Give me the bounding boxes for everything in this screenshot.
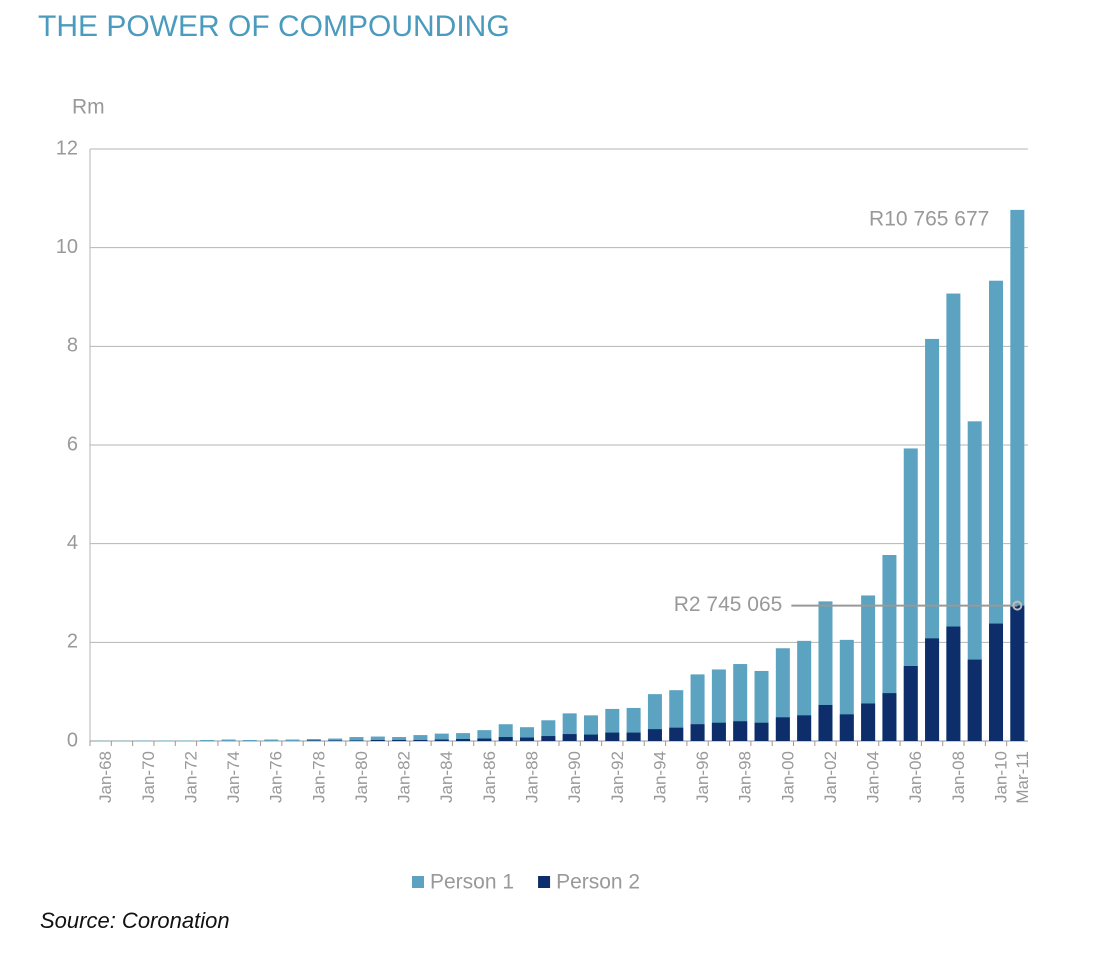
x-tick-label: Jan-94 xyxy=(650,751,669,803)
legend-label: Person 2 xyxy=(556,871,640,894)
bar xyxy=(541,736,556,741)
x-tick-label: Jan-84 xyxy=(437,751,456,803)
bar xyxy=(690,724,705,741)
bar xyxy=(370,736,385,741)
x-tick-label: Jan-70 xyxy=(139,751,158,803)
x-tick-label: Mar-11 xyxy=(1013,751,1032,804)
bar xyxy=(221,739,236,741)
bar xyxy=(839,714,854,741)
x-tick-label: Jan-06 xyxy=(906,751,925,803)
x-tick-label: Jan-10 xyxy=(992,751,1011,803)
bar xyxy=(775,717,790,741)
x-tick-label: Jan-88 xyxy=(523,751,542,803)
bar xyxy=(413,740,428,741)
bar xyxy=(626,732,641,741)
bar xyxy=(349,737,364,741)
bar xyxy=(456,733,471,741)
bar xyxy=(946,626,961,741)
legend-label: Person 1 xyxy=(430,871,514,894)
x-tick-label: Jan-80 xyxy=(352,751,371,803)
bar xyxy=(818,704,833,741)
y-tick-label: 10 xyxy=(56,236,78,258)
bar xyxy=(477,738,492,741)
bar xyxy=(264,739,279,741)
x-tick-label: Jan-76 xyxy=(267,751,286,803)
bar xyxy=(285,739,300,741)
bar xyxy=(647,729,662,741)
bar xyxy=(797,715,812,741)
legend-swatch xyxy=(412,876,424,888)
y-tick-label: 0 xyxy=(67,729,78,751)
x-tick-label: Jan-96 xyxy=(693,751,712,803)
bar xyxy=(520,727,535,741)
x-tick-label: Jan-02 xyxy=(821,751,840,803)
y-tick-label: 2 xyxy=(67,631,78,653)
bar xyxy=(562,734,577,741)
x-tick-label: Jan-92 xyxy=(608,751,627,803)
bar xyxy=(392,740,407,741)
x-tick-label: Jan-82 xyxy=(395,751,414,803)
bar xyxy=(392,737,407,741)
bar xyxy=(498,724,513,741)
y-tick-label: 4 xyxy=(67,532,78,554)
bar xyxy=(669,727,684,741)
bar xyxy=(477,730,492,741)
y-axis-label: Rm xyxy=(72,96,105,119)
bar xyxy=(925,638,940,741)
x-tick-label: Jan-08 xyxy=(949,751,968,803)
value-label: R2 745 065 xyxy=(674,593,783,616)
bar xyxy=(1010,605,1025,741)
bar xyxy=(413,735,428,741)
bar xyxy=(456,739,471,741)
bar xyxy=(882,693,897,741)
bar xyxy=(583,734,598,741)
bar xyxy=(989,623,1004,741)
bar xyxy=(306,739,321,741)
value-label: R10 765 677 xyxy=(869,207,989,230)
chart-title: THE POWER OF COMPOUNDING xyxy=(38,10,510,43)
bar xyxy=(733,721,748,741)
x-tick-label: Jan-72 xyxy=(181,751,200,803)
bar xyxy=(754,722,769,741)
x-tick-label: Jan-90 xyxy=(565,751,584,803)
leader-dot xyxy=(1012,600,1023,611)
bar xyxy=(520,737,535,741)
legend-swatch xyxy=(538,876,551,888)
x-tick-label: Jan-98 xyxy=(736,751,755,803)
bar xyxy=(711,722,726,741)
x-tick-label: Jan-74 xyxy=(224,751,243,803)
y-tick-label: 6 xyxy=(67,433,78,455)
source: Source: Coronation xyxy=(40,908,230,933)
bar xyxy=(967,659,982,741)
x-tick-label: Jan-68 xyxy=(96,751,115,803)
x-tick-label: Jan-04 xyxy=(864,751,883,803)
bar xyxy=(200,740,215,741)
bar xyxy=(541,720,556,741)
x-tick-label: Jan-86 xyxy=(480,751,499,803)
bar xyxy=(434,733,449,741)
bar xyxy=(434,739,449,741)
y-tick-label: 8 xyxy=(67,335,78,357)
y-tick-label: 12 xyxy=(56,137,78,159)
x-tick-label: Jan-00 xyxy=(778,751,797,803)
bar xyxy=(605,732,620,741)
bar xyxy=(242,740,257,741)
x-tick-label: Jan-78 xyxy=(309,751,328,803)
bar xyxy=(370,740,385,741)
bar xyxy=(328,738,343,741)
bar xyxy=(903,666,918,741)
bar xyxy=(861,703,876,741)
bar xyxy=(498,737,513,741)
